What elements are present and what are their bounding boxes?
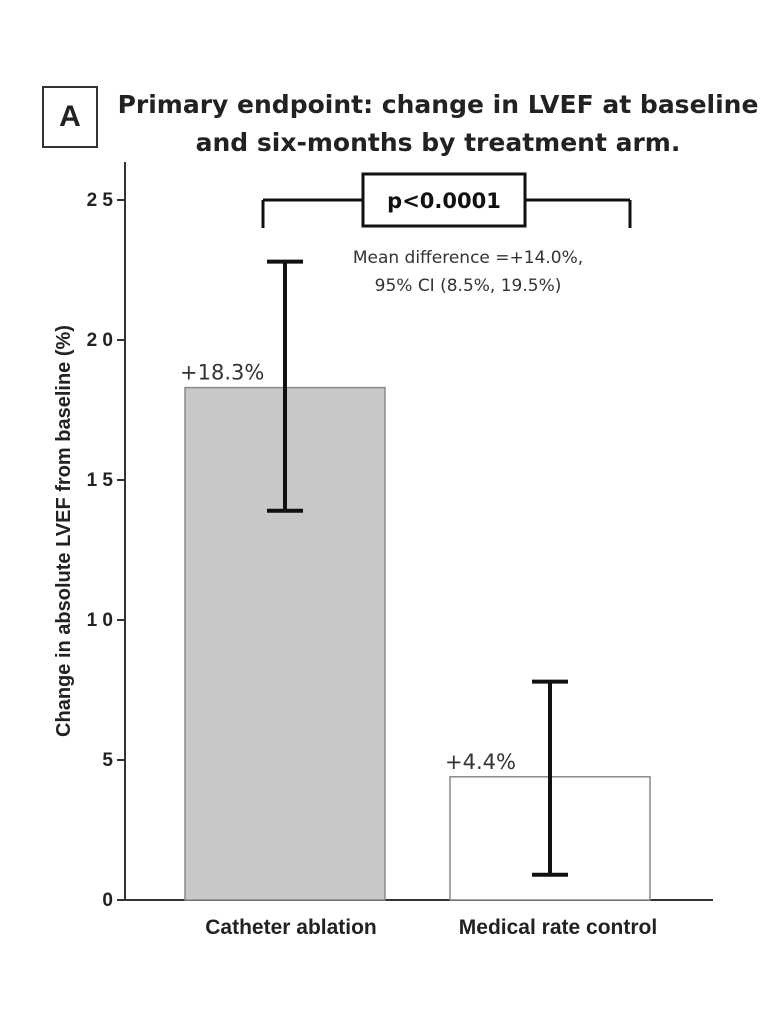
chart-title-line-1: Primary endpoint: change in LVEF at base…	[117, 90, 759, 119]
y-tick-label: 1 5	[87, 470, 114, 491]
panel-label: A	[42, 86, 98, 148]
p-value-box	[361, 172, 527, 228]
data-label: +18.3%	[180, 361, 264, 385]
y-tick-label: 1 0	[87, 610, 113, 631]
y-axis-label: Change in absolute LVEF from baseline (%…	[53, 325, 75, 737]
y-tick-label: 5	[102, 750, 113, 771]
data-label: +4.4%	[445, 750, 516, 774]
y-tick-label: 2 5	[87, 190, 114, 211]
x-category-label: Medical rate control	[459, 916, 657, 939]
panel-label-text: A	[59, 100, 81, 133]
p-value-label: p<0.0001	[387, 189, 501, 213]
chart-title: Primary endpoint: change in LVEF at base…	[108, 86, 768, 162]
y-tick-label: 0	[102, 890, 113, 911]
chart-title-line-2: and six-months by treatment arm.	[195, 128, 681, 157]
mean-difference-note: Mean difference =+14.0%,	[353, 248, 583, 268]
x-category-label: Catheter ablation	[205, 916, 377, 939]
y-tick-label: 2 0	[87, 330, 113, 351]
mean-difference-note: 95% CI (8.5%, 19.5%)	[375, 276, 562, 296]
